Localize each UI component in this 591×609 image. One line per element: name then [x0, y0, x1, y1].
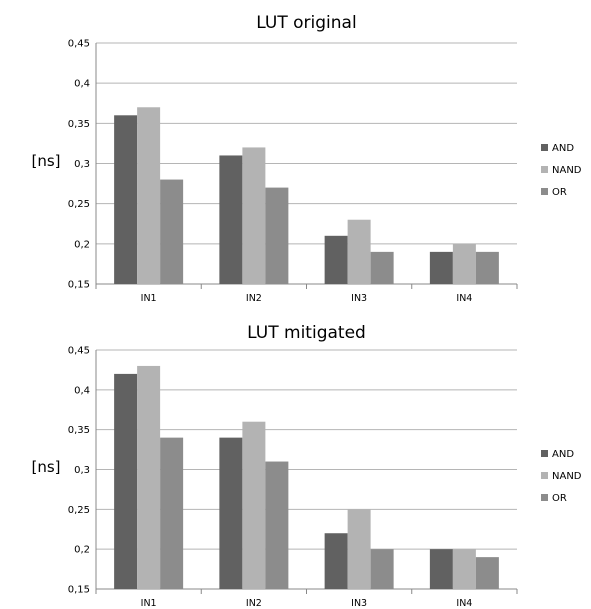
y-tick-label: 0,2 [74, 239, 90, 250]
x-tick-label: IN4 [456, 293, 472, 304]
y-tick-label: 0,2 [74, 545, 90, 556]
y-axis-label: [ns] [31, 152, 60, 170]
bar-nand-in4 [452, 243, 476, 284]
x-tick-label: IN1 [141, 293, 157, 304]
legend-label-or: OR [552, 187, 567, 198]
legend-label-or: OR [552, 493, 567, 504]
bar-or-in1 [160, 437, 184, 589]
y-tick-label: 0,25 [68, 199, 90, 210]
chart-title: LUT original [256, 13, 356, 33]
legend-swatch-nand [541, 166, 548, 173]
bar-and-in2 [219, 155, 243, 284]
bar-or-in3 [370, 251, 394, 284]
bar-nand-in3 [347, 509, 371, 589]
x-tick-label: IN3 [351, 293, 367, 304]
y-tick-label: 0,45 [68, 346, 90, 357]
x-tick-label: IN2 [246, 598, 262, 609]
x-tick-label: IN3 [351, 598, 367, 609]
y-tick-label: 0,3 [74, 159, 90, 170]
bar-nand-in2 [242, 421, 266, 589]
legend-swatch-or [541, 494, 548, 501]
bar-or-in2 [265, 187, 289, 284]
y-tick-label: 0,25 [68, 505, 90, 516]
y-tick-label: 0,35 [68, 425, 90, 436]
legend-label-nand: NAND [552, 165, 582, 176]
y-tick-label: 0,4 [74, 79, 90, 90]
legend-label-and: AND [552, 449, 574, 460]
y-tick-label: 0,15 [68, 280, 90, 291]
x-tick-label: IN2 [246, 293, 262, 304]
legend-swatch-or [541, 188, 548, 195]
y-tick-label: 0,4 [74, 385, 90, 396]
legend-swatch-and [541, 450, 548, 457]
y-tick-label: 0,45 [68, 39, 90, 50]
x-tick-label: IN1 [141, 598, 157, 609]
bar-or-in4 [475, 557, 499, 589]
x-tick-label: IN4 [456, 598, 472, 609]
y-tick-label: 0,35 [68, 119, 90, 130]
legend-label-nand: NAND [552, 471, 582, 482]
bar-or-in1 [160, 179, 184, 284]
legend-label-and: AND [552, 143, 574, 154]
bar-and-in1 [114, 115, 138, 284]
y-axis-label: [ns] [31, 458, 60, 476]
bar-and-in1 [114, 373, 138, 589]
bar-or-in4 [475, 251, 499, 284]
bar-nand-in1 [137, 107, 161, 285]
y-tick-label: 0,15 [68, 585, 90, 596]
bar-nand-in2 [242, 147, 266, 284]
legend-swatch-and [541, 144, 548, 151]
bar-or-in3 [370, 549, 394, 589]
bar-and-in2 [219, 437, 243, 589]
y-tick-label: 0,3 [74, 465, 90, 476]
bar-and-in3 [324, 235, 348, 284]
bar-and-in4 [429, 549, 453, 589]
bar-nand-in4 [452, 549, 476, 589]
bar-nand-in1 [137, 365, 161, 589]
bar-and-in3 [324, 533, 348, 589]
legend-swatch-nand [541, 472, 548, 479]
bar-nand-in3 [347, 219, 371, 284]
bar-or-in2 [265, 461, 289, 589]
chart-title: LUT mitigated [247, 323, 366, 343]
bar-and-in4 [429, 251, 453, 284]
